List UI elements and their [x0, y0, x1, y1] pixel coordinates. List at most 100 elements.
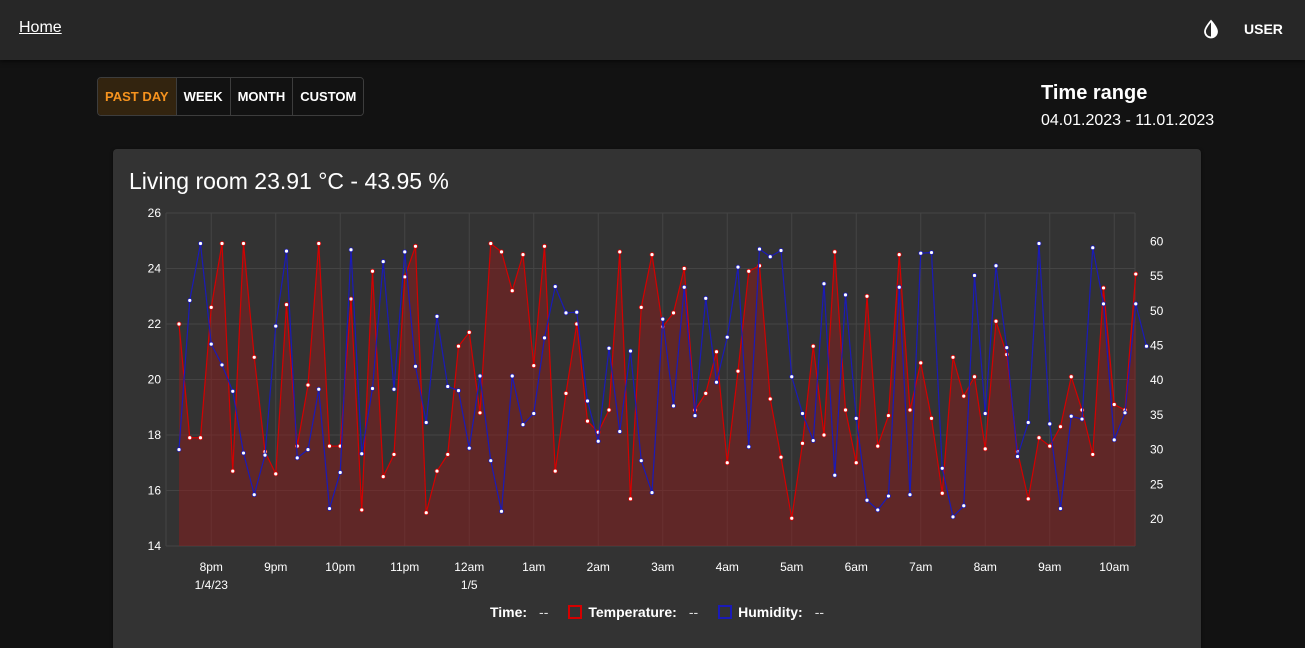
x-tick-label: 2am: [587, 560, 610, 574]
temperature-point: [1133, 271, 1139, 277]
legend-temperature-swatch[interactable]: [568, 605, 583, 619]
temperature-point: [488, 241, 494, 246]
humidity-point: [638, 458, 644, 464]
humidity-point: [617, 429, 623, 434]
range-month-button[interactable]: MONTH: [230, 78, 294, 115]
y-axis-right: 20 25 30 35 40 45 50 55 60: [1150, 234, 1164, 525]
user-button[interactable]: USER: [1232, 14, 1295, 44]
humidity-point: [187, 298, 193, 303]
y-left-tick-label: 16: [148, 484, 162, 498]
temperature-point: [520, 252, 526, 258]
temperature-point: [746, 268, 752, 274]
temperature-point: [778, 454, 784, 460]
x-tick-label: 9am: [1038, 560, 1061, 574]
humidity-point: [1004, 345, 1010, 350]
temperature-point: [972, 374, 977, 380]
x-tick-label: 6am: [845, 560, 868, 574]
humidity-point: [660, 316, 666, 322]
humidity-point: [456, 388, 461, 394]
humidity-point: [595, 438, 601, 444]
temperature-point: [380, 474, 386, 480]
temperature-point: [735, 368, 741, 374]
humidity-point: [477, 373, 483, 379]
humidity-point: [778, 248, 784, 253]
temperature-point: [198, 435, 203, 441]
humidity-point: [488, 458, 494, 464]
humidity-point: [1047, 421, 1053, 427]
humidity-point: [628, 348, 633, 354]
temperature-point: [1090, 452, 1096, 457]
chart-legend: Time: -- Temperature: -- Humidity: --: [113, 604, 1201, 620]
temperature-point: [359, 507, 365, 513]
range-selector: PAST DAY WEEK MONTH CUSTOM: [97, 77, 365, 116]
time-range: Time range 04.01.2023 - 11.01.2023: [1041, 82, 1214, 130]
legend-temperature-label[interactable]: Temperature:: [588, 604, 677, 620]
humidity-point: [198, 241, 203, 246]
temperature-point: [649, 252, 655, 258]
temperature-point: [391, 452, 397, 457]
temperature-point: [348, 296, 354, 302]
y-left-tick-label: 20: [148, 373, 162, 387]
humidity-series: [176, 241, 1149, 520]
temperature-point: [681, 266, 687, 271]
temperature-point: [843, 407, 848, 413]
humidity-point: [219, 362, 225, 368]
range-custom-button[interactable]: CUSTOM: [293, 78, 364, 115]
temperature-point: [939, 490, 945, 496]
x-tick-label: 11pm: [390, 560, 419, 574]
temperature-point: [714, 349, 719, 355]
legend-humidity-swatch[interactable]: [718, 605, 733, 619]
temperature-point: [886, 413, 891, 418]
y-left-tick-label: 22: [148, 317, 162, 331]
temperature-point: [961, 393, 967, 399]
humidity-point: [703, 295, 709, 301]
humidity-point: [757, 246, 762, 252]
legend-humidity-label[interactable]: Humidity:: [738, 604, 803, 620]
humidity-point: [918, 250, 924, 256]
temperature-point: [1047, 443, 1053, 449]
x-tick-label: 10am: [1099, 560, 1129, 574]
humidity-point: [961, 503, 967, 509]
humidity-point: [1101, 301, 1106, 307]
humidity-point: [348, 247, 354, 253]
range-past-day-button[interactable]: PAST DAY: [98, 78, 177, 115]
humidity-point: [327, 506, 332, 511]
temperature-point: [327, 443, 332, 449]
humidity-point: [800, 411, 805, 416]
humidity-point: [402, 249, 408, 255]
legend-humidity-value: --: [814, 604, 825, 620]
temperature-point: [445, 452, 451, 457]
temperature-point: [617, 249, 623, 255]
temperature-point: [929, 415, 934, 421]
temperature-point: [187, 435, 193, 441]
time-range-value[interactable]: 04.01.2023 - 11.01.2023: [1041, 112, 1215, 129]
x-tick-label: 5am: [780, 560, 803, 574]
humidity-point: [574, 309, 580, 315]
card-title: Living room 23.91 °C - 43.95 %: [129, 168, 449, 194]
humidity-point: [305, 447, 311, 452]
temperature-point: [875, 443, 881, 449]
humidity-point: [1068, 413, 1074, 419]
contrast-icon[interactable]: [1201, 19, 1221, 39]
temperature-point: [950, 354, 956, 360]
temperature-point: [370, 268, 375, 274]
temperature-point: [853, 460, 859, 466]
temperature-point: [982, 446, 988, 452]
sensor-chart[interactable]: 14 16 18 20 22 24 26 20 25 30 35 40 45 50 55 60 8pm 1/4…: [113, 149, 1201, 599]
temperature-point: [413, 243, 418, 249]
humidity-point: [714, 379, 719, 385]
humidity-point: [832, 472, 838, 478]
humidity-point: [337, 470, 343, 475]
temperature-point: [316, 241, 322, 246]
humidity-point: [499, 508, 504, 514]
temperature-point: [499, 249, 504, 255]
temperature-point: [230, 468, 236, 474]
range-week-button[interactable]: WEEK: [176, 78, 231, 115]
home-link[interactable]: Home: [19, 19, 62, 36]
temperature-point: [628, 496, 633, 502]
humidity-point: [520, 422, 526, 427]
humidity-point: [1122, 410, 1128, 416]
x-tick-label: 12am: [454, 560, 484, 574]
temperature-series: [176, 241, 1139, 546]
humidity-point: [1090, 245, 1096, 251]
